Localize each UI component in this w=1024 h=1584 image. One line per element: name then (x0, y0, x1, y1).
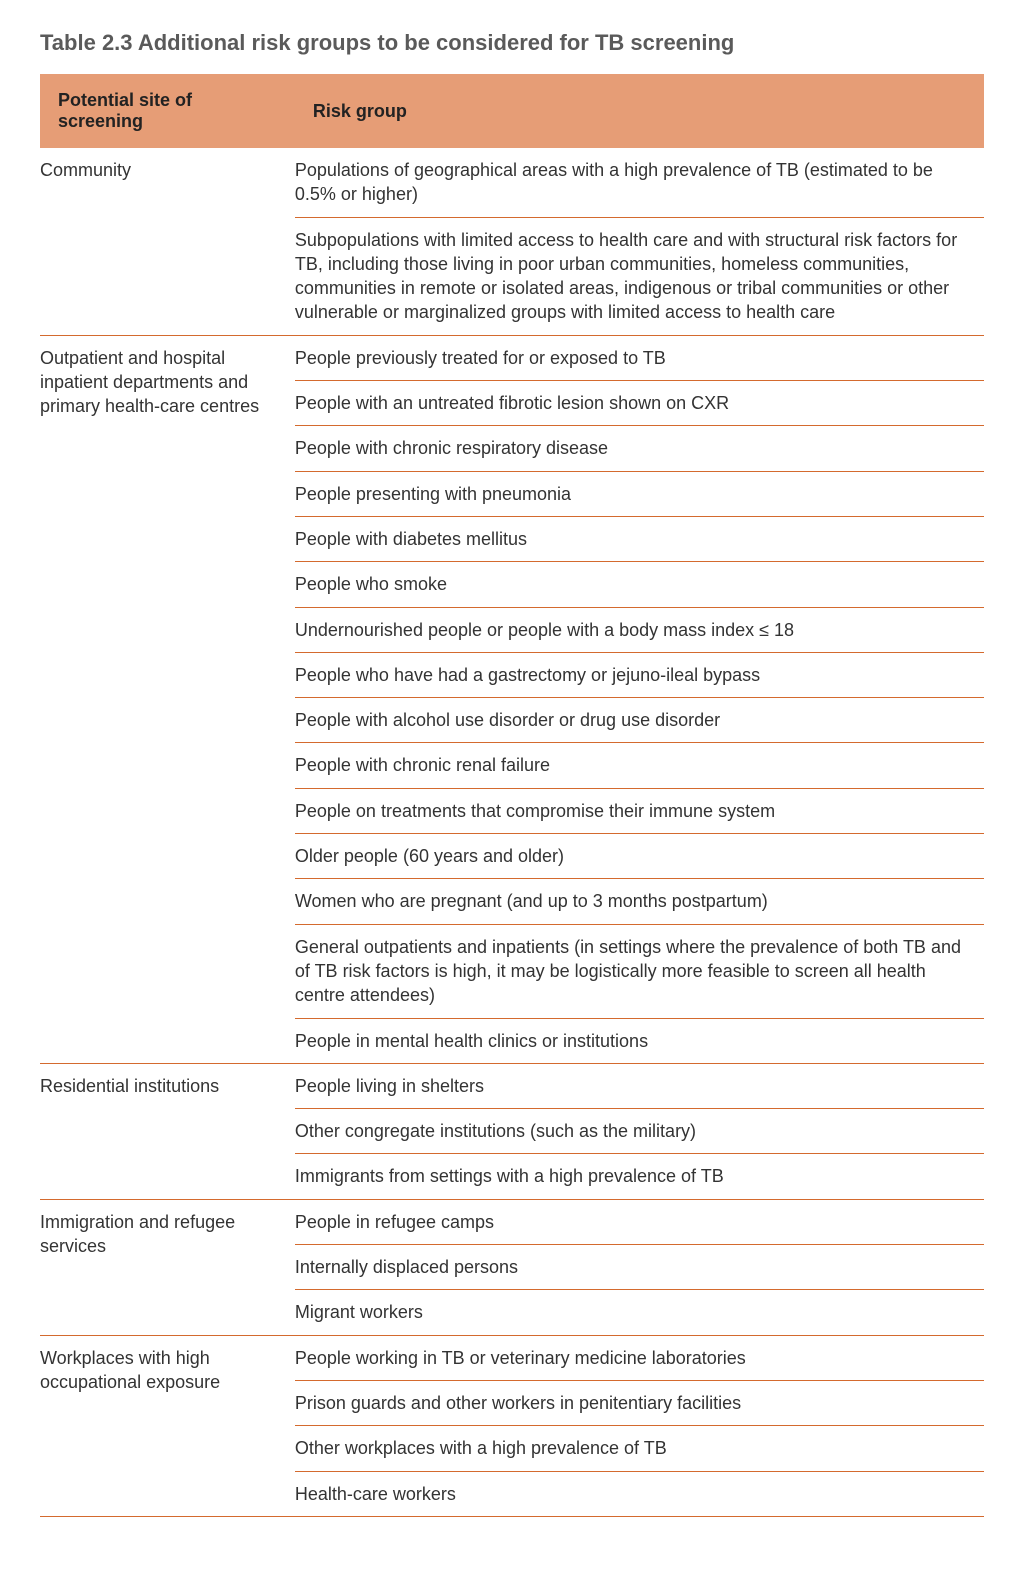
col-site-header: Potential site of screening (40, 74, 295, 148)
table-body: CommunityPopulations of geographical are… (40, 148, 984, 1516)
header-row: Potential site of screening Risk group (40, 74, 984, 148)
risk-cell: Undernourished people or people with a b… (295, 607, 984, 652)
risk-cell: Immigrants from settings with a high pre… (295, 1154, 984, 1199)
risk-cell: People working in TB or veterinary medic… (295, 1335, 984, 1380)
risk-cell: People with alcohol use disorder or drug… (295, 698, 984, 743)
risk-cell: Women who are pregnant (and up to 3 mont… (295, 879, 984, 924)
risk-cell: People with chronic respiratory disease (295, 426, 984, 471)
site-cell: Residential institutions (40, 1063, 295, 1199)
risk-cell: People with an untreated fibrotic lesion… (295, 381, 984, 426)
table-row: CommunityPopulations of geographical are… (40, 148, 984, 217)
risk-cell: People with diabetes mellitus (295, 516, 984, 561)
risk-cell: Health-care workers (295, 1471, 984, 1516)
col-risk-header: Risk group (295, 74, 984, 148)
risk-cell: Older people (60 years and older) (295, 834, 984, 879)
risk-cell: People with chronic renal failure (295, 743, 984, 788)
risk-cell: People on treatments that compromise the… (295, 788, 984, 833)
risk-cell: People previously treated for or exposed… (295, 335, 984, 380)
table-row: Residential institutionsPeople living in… (40, 1063, 984, 1108)
risk-cell: People who have had a gastrectomy or jej… (295, 652, 984, 697)
table-row: Outpatient and hospital inpatient depart… (40, 335, 984, 380)
risk-cell: Internally displaced persons (295, 1245, 984, 1290)
risk-cell: Migrant workers (295, 1290, 984, 1335)
risk-cell: People in mental health clinics or insti… (295, 1018, 984, 1063)
risk-table: Potential site of screening Risk group C… (40, 74, 984, 1517)
risk-cell: People presenting with pneumonia (295, 471, 984, 516)
risk-cell: Populations of geographical areas with a… (295, 148, 984, 217)
site-cell: Outpatient and hospital inpatient depart… (40, 335, 295, 1063)
risk-cell: Subpopulations with limited access to he… (295, 217, 984, 335)
risk-cell: People who smoke (295, 562, 984, 607)
risk-cell: General outpatients and inpatients (in s… (295, 924, 984, 1018)
risk-cell: People living in shelters (295, 1063, 984, 1108)
table-row: Workplaces with high occupational exposu… (40, 1335, 984, 1380)
risk-cell: Other workplaces with a high prevalence … (295, 1426, 984, 1471)
table-row: Immigration and refugee servicesPeople i… (40, 1199, 984, 1244)
site-cell: Community (40, 148, 295, 335)
table-title: Table 2.3 Additional risk groups to be c… (40, 30, 984, 56)
risk-cell: People in refugee camps (295, 1199, 984, 1244)
site-cell: Workplaces with high occupational exposu… (40, 1335, 295, 1516)
risk-cell: Other congregate institutions (such as t… (295, 1109, 984, 1154)
risk-cell: Prison guards and other workers in penit… (295, 1380, 984, 1425)
site-cell: Immigration and refugee services (40, 1199, 295, 1335)
